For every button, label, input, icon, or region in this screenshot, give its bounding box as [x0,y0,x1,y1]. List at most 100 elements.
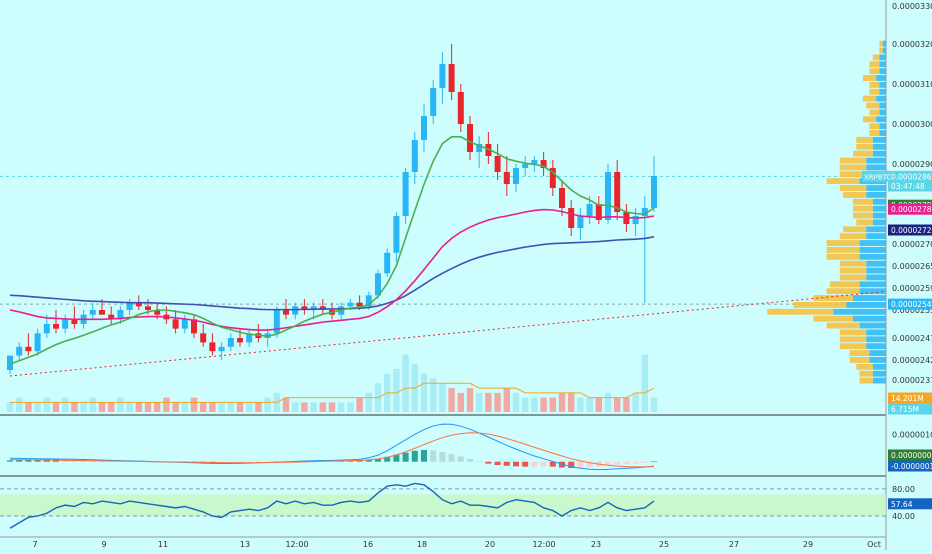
price-tick-label: 0.00003300 [892,2,932,11]
macd-histogram-bar [402,452,409,462]
profile-bar-up [872,377,886,384]
x-tick-label: Oct [867,540,881,549]
volume-bar [365,392,372,412]
volume-bar [246,402,253,412]
price-tick-label: 0.00002900 [892,160,932,169]
price-label-value: 0.00002787 [891,205,932,214]
macd-histogram-bar [467,458,473,462]
candle-body [513,168,519,184]
macd-histogram-bar [237,461,243,463]
candle-body [25,346,32,352]
candle-body [384,252,391,274]
volume-bar [503,388,510,412]
ma-slow-line [9,236,655,311]
x-tick-label: 29 [803,540,813,549]
macd-histogram-bar [25,459,32,462]
price-labels: 0.00002869XRPBTC03:47:480.000027970.0000… [862,170,932,510]
profile-bar-down [839,185,867,191]
profile-bar-down [872,54,880,61]
profile-bar-down [813,315,853,322]
macd-histogram-bar [549,461,556,467]
volume-bar [292,402,299,412]
volume-bar [623,397,630,412]
macd-histogram-bar [513,461,519,467]
profile-bar-down [843,226,867,233]
rsi-panel [0,482,886,529]
volume-label-value: 14.201M [891,394,924,403]
candle-body [99,310,105,315]
profile-bar-up [866,233,886,240]
candle-body [117,310,124,320]
volume-ma-line [10,382,655,403]
volume-bar [163,397,170,412]
volume-bar [531,397,538,412]
candle-body [218,346,225,352]
macd-histogram-bar [393,454,400,462]
volume-bar [135,402,142,412]
profile-bar-down [826,288,860,295]
candle-body [71,319,78,324]
candle-body [292,306,299,315]
volume-bar [6,402,14,412]
candle-body [457,92,464,124]
profile-bar-up [846,301,886,308]
price-tick-label: 0.00002590 [892,284,932,293]
signal-line [9,432,655,468]
signal-value-label-value: -0.00000010 [891,462,932,471]
profile-bar-down [853,212,873,219]
rsi-tick-label: 80.00 [892,485,915,494]
candle-body [283,310,289,315]
macd-histogram-bar [375,458,381,462]
profile-bar-down [856,143,873,150]
volume-bar [420,373,428,412]
volume-bar [43,397,50,412]
profile-bar-down [853,198,873,205]
volume-bar [98,402,106,412]
profile-bar-up [876,116,886,123]
profile-bar-up [866,164,886,171]
volume-bar [190,397,198,412]
candles [7,44,657,374]
volume-ma-label-bg [888,403,932,415]
x-tick-label: 18 [417,540,427,549]
profile-bar-down [869,130,880,136]
axes: 0.00003300 0.00003200 0.00003100 0.00003000… [32,2,932,549]
macd-value-label-bg [888,449,932,461]
candle-body [53,324,59,329]
candle-body [448,64,455,92]
candle-body [430,88,437,116]
volume-bar [25,402,32,412]
profile-bar-up [866,329,886,336]
volume-bar [62,397,69,412]
macd-histogram-bar [384,456,391,462]
macd-histogram-bar [411,450,418,462]
candle-body [62,319,69,329]
price-tick-label: 0.00002420 [892,356,932,365]
volume-bar [485,392,492,412]
volume-bar [448,388,455,412]
profile-bar-up [872,150,886,157]
profile-bar-down [793,301,847,308]
price-label-bg [888,203,932,215]
macd-histogram-bar [641,461,648,463]
volume-bar [577,397,584,412]
profile-bar-down [869,109,880,116]
candle-body [568,208,575,228]
candle-body [310,306,317,310]
profile-bar-down [839,274,867,281]
volume-bar [614,397,621,412]
trendline[interactable] [9,290,887,377]
volume-bar [209,402,216,412]
profile-bar-down [839,157,867,164]
volume-bar [34,402,41,412]
candle-body [586,204,593,216]
volume-bar [476,392,483,412]
candle-body [531,160,538,164]
macd-histogram-bar [347,460,354,462]
macd-histogram-bar [522,461,529,467]
volume-bar [89,397,96,412]
profile-bar-down [853,205,873,212]
profile-bar-up [866,157,886,164]
